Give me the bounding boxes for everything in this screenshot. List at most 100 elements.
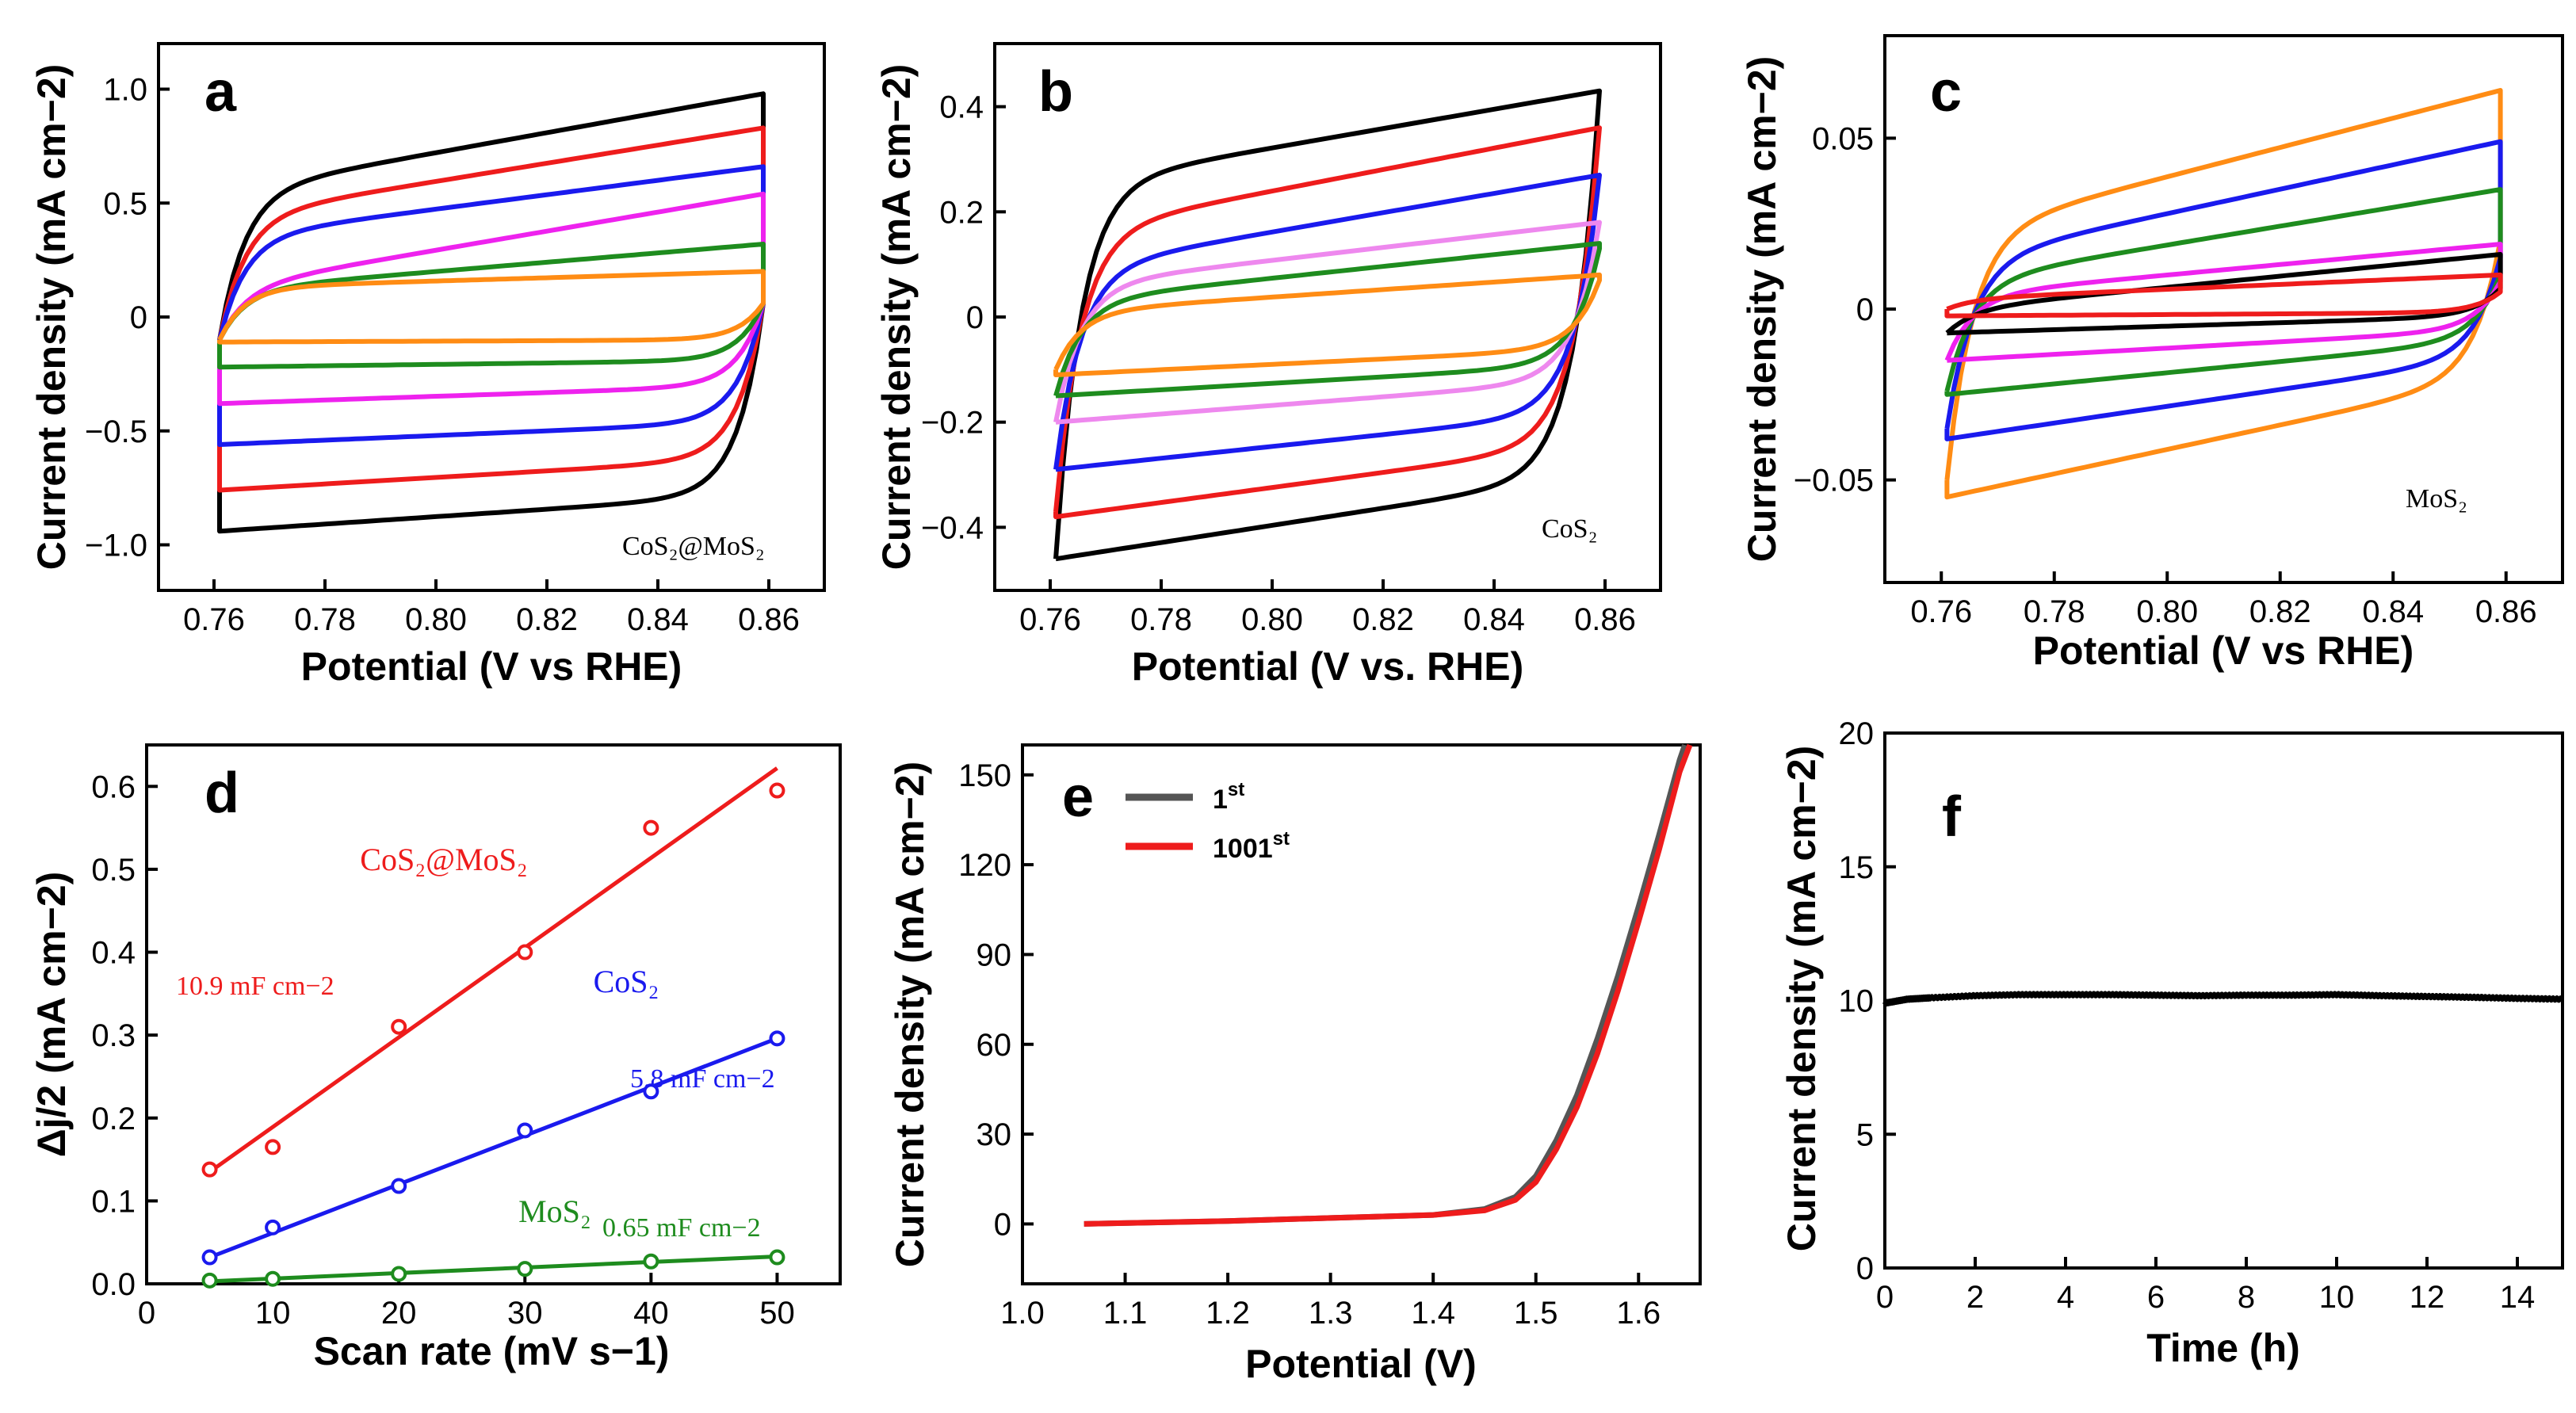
x-tick-label: 0.86	[1574, 602, 1636, 637]
y-tick-label: 0.2	[91, 1102, 136, 1136]
y-tick-label: 0.05	[1812, 121, 1874, 156]
plot-frame-e	[1021, 743, 1702, 1285]
y-tick-label: 5	[1856, 1117, 1874, 1152]
cv-loop-violet	[1053, 220, 1602, 425]
y-axis-title-f: Current density (mA cm−2)	[1779, 746, 1824, 1252]
x-tick-label: 0.80	[2136, 594, 2198, 629]
panel-b: b CoS₂ Potential (V vs. RHE) Current den…	[874, 42, 1662, 689]
data-point	[517, 1122, 533, 1139]
data-point	[769, 1249, 785, 1266]
panel-letter-d: d	[204, 762, 239, 825]
x-tick-label: 10	[255, 1296, 291, 1331]
y-tick-label: 30	[977, 1117, 1012, 1152]
x-tick-label: 8	[2238, 1280, 2255, 1315]
y-tick-label: 0	[994, 1207, 1011, 1242]
cv-loop-red	[1053, 125, 1602, 520]
data-point	[391, 1266, 407, 1282]
x-tick-label: 0.80	[1241, 602, 1303, 637]
cv-loop-black	[217, 91, 766, 534]
lsv-curve	[1084, 743, 1687, 1227]
panel-e: e Potential (V) Current density (mA cm−2…	[888, 743, 1702, 1386]
x-tick-label: 0.82	[2249, 594, 2311, 629]
x-tick-label: 1.6	[1616, 1296, 1661, 1331]
series-label: CoS₂@MoS₂	[360, 842, 527, 877]
stability-curve	[1882, 991, 2564, 1007]
cv-loop-orange	[1053, 272, 1602, 377]
y-tick-label: 150	[958, 758, 1011, 793]
x-tick-label: 10	[2319, 1280, 2355, 1315]
panel-letter-c: c	[1930, 60, 1962, 124]
x-tick-label: 0.84	[1463, 602, 1525, 637]
data-point	[391, 1018, 407, 1035]
cv-loop-magenta	[217, 191, 766, 407]
y-tick-label: 0.0	[91, 1267, 136, 1302]
y-tick-label: −0.5	[85, 414, 147, 449]
y-tick-label: 0	[966, 300, 984, 335]
fit-line	[209, 1254, 778, 1284]
cv-loop-blue	[1053, 172, 1602, 472]
x-tick-label: 14	[2500, 1280, 2536, 1315]
data-point	[265, 1219, 281, 1235]
series-label: MoS₂	[518, 1193, 591, 1229]
x-tick-label: 0.76	[1019, 602, 1081, 637]
data-point	[643, 1253, 659, 1270]
y-tick-label: 0.3	[91, 1018, 136, 1053]
cv-loop-red	[1944, 272, 2503, 319]
x-tick-label: 0	[138, 1296, 155, 1331]
data-point	[769, 1030, 785, 1047]
y-tick-label: −1.0	[85, 529, 147, 563]
x-tick-label: 30	[507, 1296, 543, 1331]
x-tick-label: 0.78	[294, 602, 356, 637]
panel-letter-f: f	[1942, 785, 1962, 849]
data-point	[391, 1178, 407, 1194]
y-tick-label: 1.0	[103, 73, 147, 108]
plot-frame-a	[157, 42, 826, 592]
data-point	[517, 944, 533, 960]
data-point	[201, 1249, 218, 1266]
legend-label-base: 1	[1213, 785, 1228, 815]
data-point	[643, 819, 659, 836]
fit-line	[208, 766, 778, 1174]
y-tick-label: 0	[1856, 292, 1874, 327]
x-tick-label: 0.78	[1130, 602, 1192, 637]
legend-label: 1001st	[1213, 828, 1290, 864]
x-axis-title-a: Potential (V vs RHE)	[301, 644, 682, 689]
y-tick-label: 0	[130, 300, 147, 335]
x-axis-title-d: Scan rate (mV s−1)	[314, 1329, 670, 1373]
x-tick-label: 0.76	[1910, 594, 1972, 629]
y-tick-label: 0.4	[939, 90, 984, 125]
x-tick-label: 1.3	[1309, 1296, 1353, 1331]
x-axis-title-e: Potential (V)	[1245, 1342, 1477, 1386]
y-tick-label: 0	[1856, 1251, 1874, 1286]
x-tick-label: 50	[759, 1296, 795, 1331]
data-point	[201, 1272, 218, 1289]
data-point	[265, 1139, 281, 1155]
y-tick-label: −0.05	[1794, 464, 1874, 498]
y-tick-label: 20	[1839, 716, 1875, 751]
fit-line	[208, 1037, 778, 1259]
data-point	[769, 782, 785, 799]
y-axis-title-a: Current density (mA cm−2)	[29, 64, 74, 571]
x-tick-label: 2	[1966, 1280, 1984, 1315]
y-axis-title-b: Current density (mA cm−2)	[874, 64, 919, 571]
series-label: CoS₂	[594, 964, 659, 999]
y-axis-title-c: Current density (mA cm−2)	[1740, 56, 1784, 563]
y-tick-label: 10	[1839, 984, 1875, 1019]
x-tick-label: 0.80	[405, 602, 467, 637]
cv-loop-orange	[217, 269, 766, 345]
panel-letter-a: a	[204, 60, 237, 124]
panel-d: d Scan rate (mV s−1) Δj/2 (mA cm−2) 0 10 2…	[29, 743, 842, 1373]
x-tick-label: 6	[2147, 1280, 2165, 1315]
y-tick-label: 0.5	[103, 186, 147, 221]
y-tick-label: 0.4	[91, 936, 136, 971]
slope-label: 5.8 mF cm−2	[630, 1064, 775, 1094]
x-tick-label: 0	[1876, 1280, 1894, 1315]
data-point	[201, 1161, 218, 1178]
legend-label-sup: st	[1273, 828, 1290, 850]
x-tick-label: 0.86	[2475, 594, 2537, 629]
x-axis-title-f: Time (h)	[2146, 1326, 2300, 1370]
y-tick-label: 120	[958, 848, 1011, 883]
x-tick-label: 0.78	[2024, 594, 2085, 629]
x-tick-label: 1.4	[1411, 1296, 1455, 1331]
cv-loop-green	[217, 242, 766, 370]
